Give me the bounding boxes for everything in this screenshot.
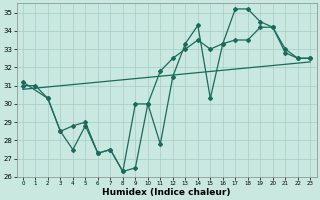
X-axis label: Humidex (Indice chaleur): Humidex (Indice chaleur) [102, 188, 231, 197]
